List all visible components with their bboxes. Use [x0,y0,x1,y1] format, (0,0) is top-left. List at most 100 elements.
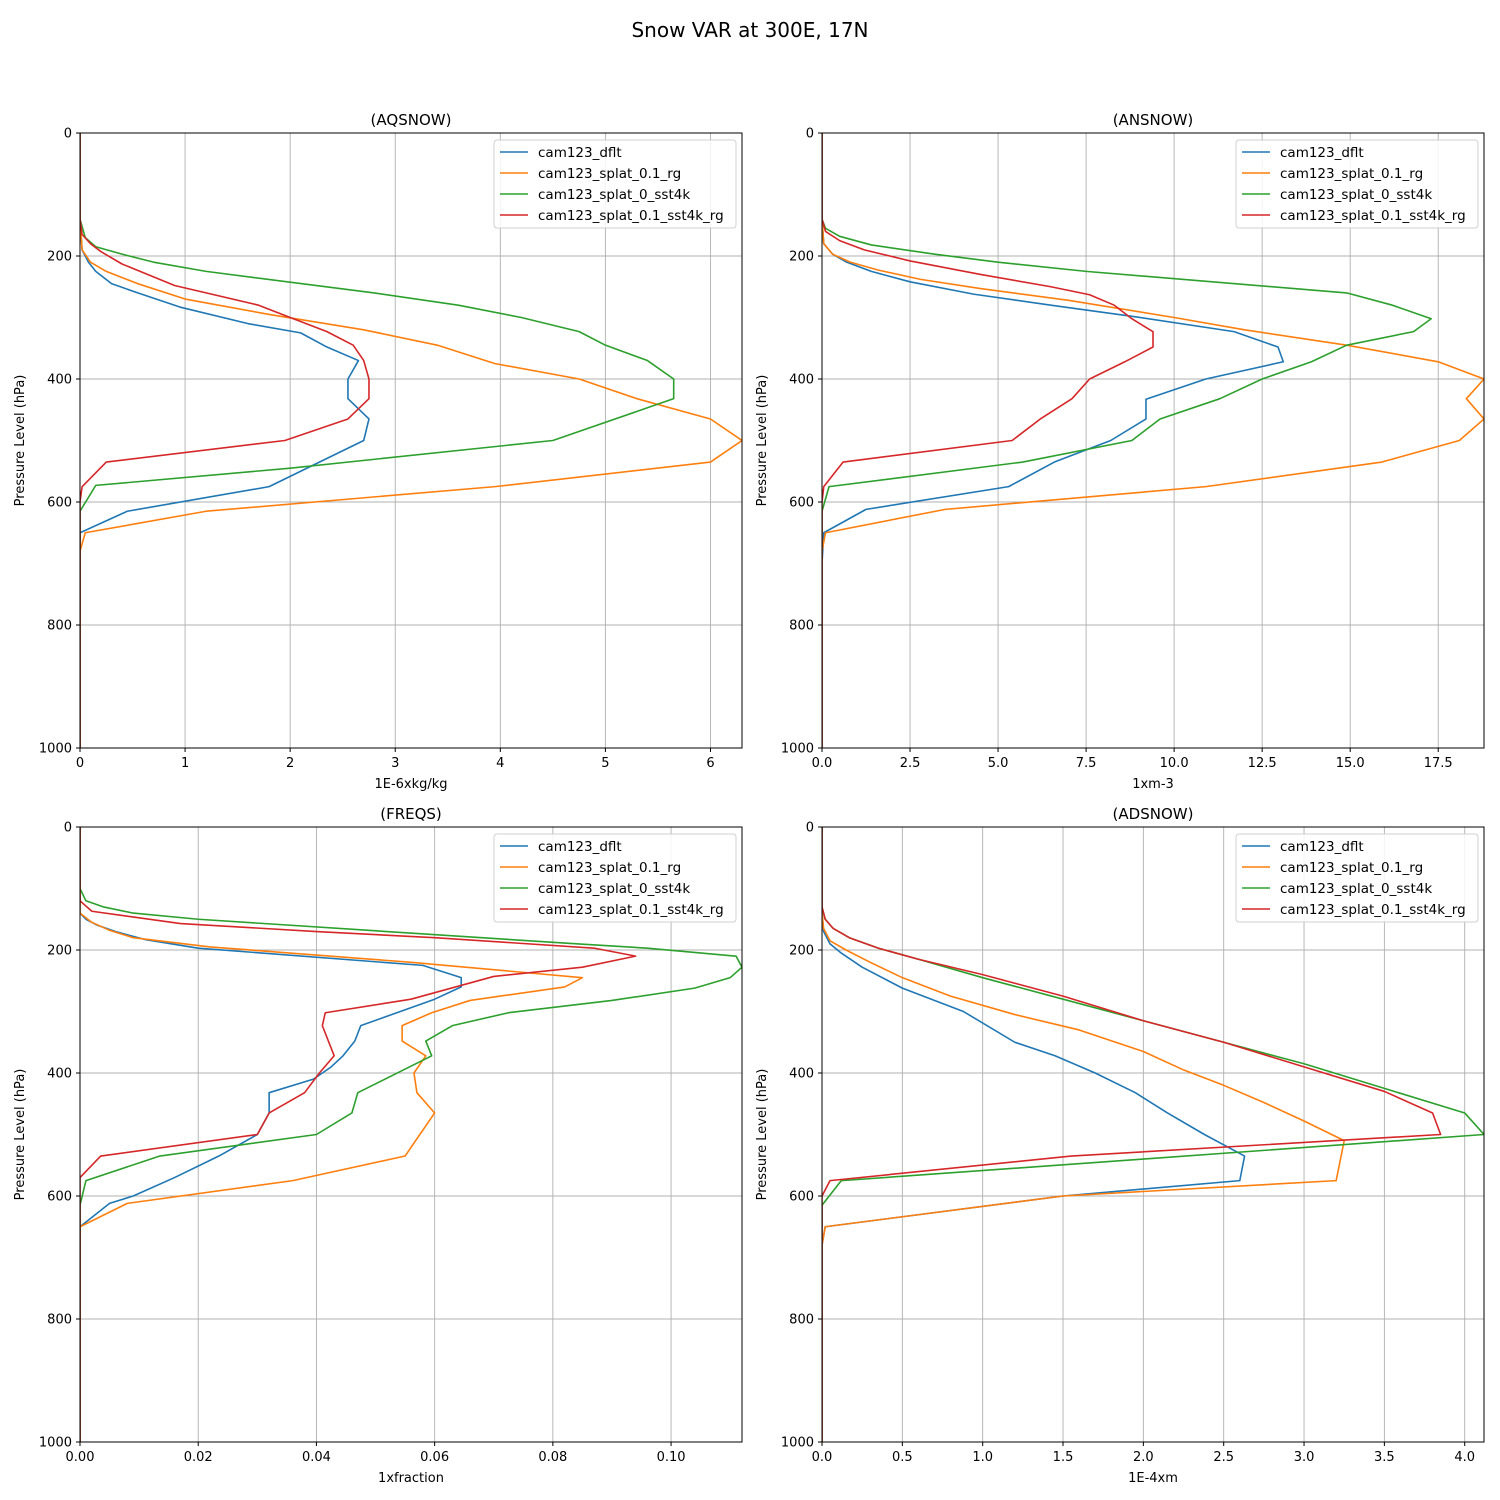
series-line-cam123_splat_0_sst4k [80,827,742,1442]
x-axis-label: 1xm-3 [1132,777,1174,792]
legend-entry: cam123_splat_0.1_sst4k_rg [538,902,724,918]
y-tick-label: 800 [47,619,72,634]
legend: cam123_dflt cam123_splat_0.1_rg cam123_spl… [1235,833,1479,923]
y-tick-label: 200 [47,250,72,265]
y-tick-label: 0 [806,127,814,142]
series-line-cam123_splat_0_sst4k [80,133,675,748]
x-tick-label: 5.0 [988,756,1009,771]
y-tick-label: 200 [789,250,814,265]
legend-entry: cam123_splat_0.1_rg [1280,166,1423,182]
legend-entry: cam123_dflt [538,145,622,161]
y-tick-label: 800 [789,619,814,634]
y-tick-label: 0 [64,127,72,142]
x-tick-label: 0 [76,756,84,771]
x-tick-label: 15.0 [1336,756,1365,771]
x-tick-label: 6 [706,756,714,771]
axes-frame [821,132,1485,749]
panel-title: (ADSNOW) [1113,805,1194,823]
series-line-cam123_dflt [822,827,1246,1442]
panel-title: (FREQS) [380,805,442,823]
y-tick-label: 400 [789,1067,814,1082]
x-tick-label: 3.5 [1374,1450,1395,1465]
legend-frame [1235,139,1479,229]
legend-entry: cam123_splat_0.1_rg [538,166,681,182]
x-tick-label: 0.08 [538,1450,567,1465]
legend-entry: cam123_splat_0_sst4k [538,881,690,897]
y-tick-label: 1000 [39,1436,72,1451]
legend-entry: cam123_dflt [1280,839,1364,855]
x-tick-label: 2 [286,756,294,771]
y-tick-label: 1000 [781,1436,814,1451]
x-tick-label: 2.0 [1133,1450,1154,1465]
y-axis-label: Pressure Level (hPa) [755,375,770,507]
legend-entry: cam123_splat_0_sst4k [538,187,690,203]
legend: cam123_dflt cam123_splat_0.1_rg cam123_spl… [493,139,737,229]
x-tick-label: 0.0 [812,1450,833,1465]
legend-entry: cam123_dflt [1280,145,1364,161]
x-tick-label: 3 [391,756,399,771]
x-axis-label: 1E-4xm [1128,1471,1178,1486]
x-tick-label: 17.5 [1424,756,1453,771]
legend-entry: cam123_splat_0.1_sst4k_rg [1280,208,1466,224]
x-tick-label: 0.04 [302,1450,331,1465]
x-tick-label: 0.00 [66,1450,95,1465]
series-line-cam123_splat_0_sst4k [822,133,1432,748]
x-tick-label: 4 [496,756,504,771]
legend-entry: cam123_splat_0_sst4k [1280,187,1432,203]
legend-frame [1235,833,1479,923]
x-tick-label: 0.0 [812,756,833,771]
y-tick-label: 600 [47,496,72,511]
y-axis-label: Pressure Level (hPa) [13,1069,28,1201]
x-tick-label: 0.10 [657,1450,686,1465]
series-line-cam123_dflt [80,827,463,1442]
x-tick-label: 10.0 [1160,756,1189,771]
y-axis-label: Pressure Level (hPa) [755,1069,770,1201]
y-tick-label: 600 [789,496,814,511]
y-tick-label: 400 [47,1067,72,1082]
axes-frame [821,826,1485,1443]
legend-frame [493,833,737,923]
chart-panel-2: 0.0 2.5 5.0 7.5 10.0 12.5 15.0 17.5 0 200 400 600 80… [755,111,1485,792]
x-tick-label: 2.5 [900,756,921,771]
x-axis-label: 1E-6xkg/kg [374,777,447,792]
x-tick-label: 5 [601,756,609,771]
y-tick-label: 800 [47,1313,72,1328]
x-tick-label: 7.5 [1076,756,1097,771]
y-tick-label: 1000 [39,742,72,757]
legend-entry: cam123_splat_0.1_rg [1280,860,1423,876]
chart-panel-3: 0.00 0.02 0.04 0.06 0.08 0.10 0 200 400 600 800 100… [13,805,743,1486]
x-tick-label: 0.02 [184,1450,213,1465]
chart-panel-1: 0 1 2 3 4 5 6 0 200 400 600 800 1000 (AQSNOW) 1E-6xkg/… [13,111,743,792]
x-tick-label: 0.5 [892,1450,913,1465]
y-tick-label: 800 [789,1313,814,1328]
x-tick-label: 1.0 [972,1450,993,1465]
y-tick-label: 200 [789,944,814,959]
series-line-cam123_dflt [80,133,370,748]
y-tick-label: 600 [789,1190,814,1205]
series-line-cam123_splat_0.1_rg [80,827,584,1442]
legend: cam123_dflt cam123_splat_0.1_rg cam123_spl… [1235,139,1479,229]
series-line-cam123_splat_0.1_sst4k_rg [80,133,370,748]
x-tick-label: 2.5 [1213,1450,1234,1465]
x-tick-label: 1 [181,756,189,771]
y-tick-label: 400 [789,373,814,388]
legend: cam123_dflt cam123_splat_0.1_rg cam123_spl… [493,833,737,923]
legend-frame [493,139,737,229]
panel-title: (AQSNOW) [371,111,452,129]
y-tick-label: 400 [47,373,72,388]
legend-entry: cam123_splat_0_sst4k [1280,881,1432,897]
chart-panel-4: 0.0 0.5 1.0 1.5 2.0 2.5 3.0 3.5 4.0 0 200 400 600 800… [755,805,1485,1486]
series-line-cam123_splat_0.1_rg [822,827,1346,1442]
y-axis-label: Pressure Level (hPa) [13,375,28,507]
legend-entry: cam123_splat_0.1_sst4k_rg [538,208,724,224]
legend-entry: cam123_dflt [538,839,622,855]
series-line-cam123_splat_0.1_sst4k_rg [80,827,637,1442]
y-tick-label: 200 [47,944,72,959]
legend-entry: cam123_splat_0.1_sst4k_rg [1280,902,1466,918]
series-line-cam123_dflt [822,133,1285,748]
legend-entry: cam123_splat_0.1_rg [538,860,681,876]
y-tick-label: 1000 [781,742,814,757]
y-tick-label: 0 [806,821,814,836]
series-line-cam123_splat_0.1_sst4k_rg [822,133,1154,748]
